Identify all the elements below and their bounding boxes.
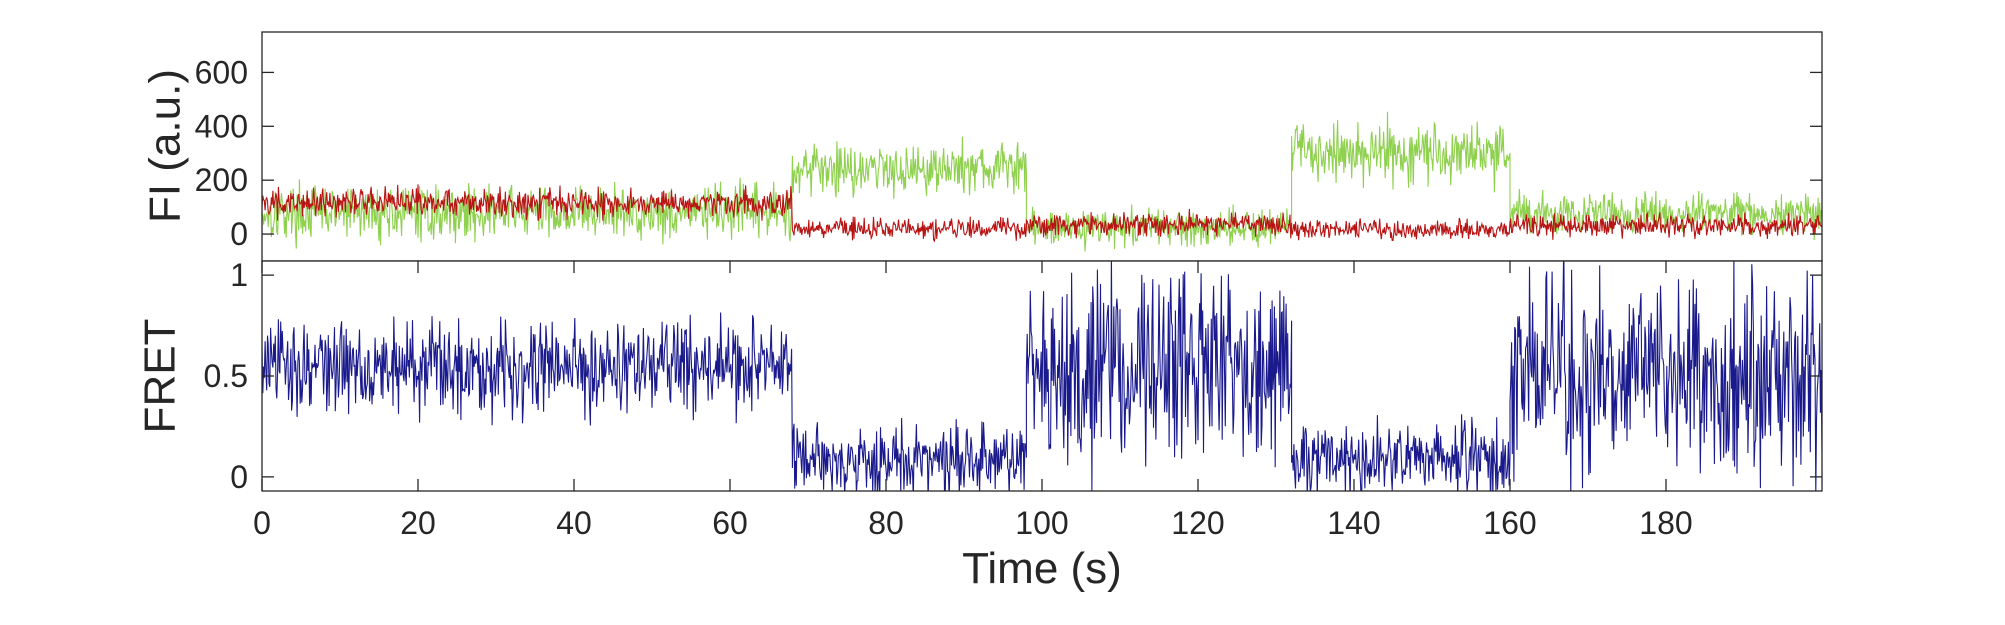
fi-y-tick-label: 200: [195, 162, 248, 198]
time-x-tick-label: 60: [712, 505, 748, 541]
fi-y-tick-label: 600: [195, 54, 248, 90]
time-x-tick-label: 140: [1327, 505, 1380, 541]
time-x-tick-label: 0: [253, 505, 271, 541]
fret-y-tick-label: 1: [230, 257, 248, 293]
fi-series-1-line: [262, 184, 1822, 243]
time-x-axis-title: Time (s): [962, 544, 1122, 593]
fi-traces: [262, 111, 1822, 252]
time-x-tick-label: 160: [1483, 505, 1536, 541]
fret-series-0-line: [262, 261, 1822, 491]
fret-efficiency-panel: 00.51 0 20 40 60 80 100 120 140 160 180 FRET Time…: [136, 257, 1823, 593]
fi-y-ticks: 0 200 400 600: [195, 54, 1822, 252]
time-x-ticks: 0 20 40 60 80 100 120 140 160 180: [253, 261, 1693, 541]
time-x-tick-label: 180: [1639, 505, 1692, 541]
fi-y-tick-label: 400: [195, 108, 248, 144]
time-x-tick-label: 120: [1171, 505, 1224, 541]
time-x-tick-label: 100: [1015, 505, 1068, 541]
fret-axes-frame: [261, 260, 1823, 492]
fret-y-tick-label: 0: [230, 459, 248, 495]
fret-y-ticks: 00.51: [204, 257, 1822, 495]
fluorescence-intensity-panel: 0 200 400 600 FI (a.u.): [141, 31, 1823, 262]
fi-y-tick-label: 0: [230, 216, 248, 252]
fi-y-axis-title: FI (a.u.): [141, 69, 190, 223]
time-x-tick-label: 40: [556, 505, 592, 541]
fret-y-axis-title: FRET: [136, 319, 185, 434]
time-x-tick-label: 20: [400, 505, 436, 541]
fret-y-tick-label: 0.5: [204, 358, 248, 394]
time-x-tick-label: 80: [868, 505, 904, 541]
fret-traces: [262, 261, 1822, 491]
